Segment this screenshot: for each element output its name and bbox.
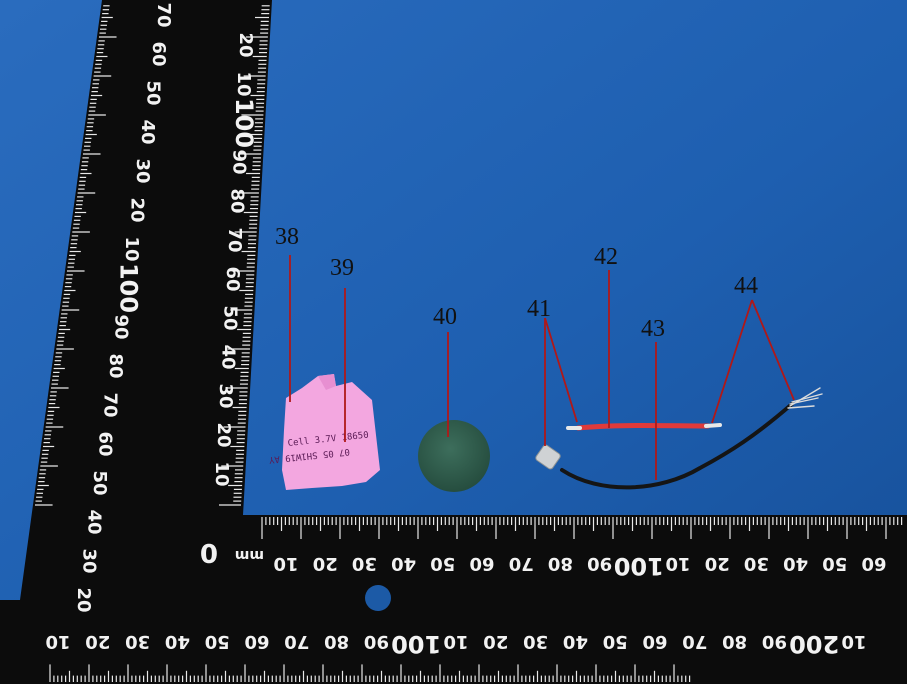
ruler-number: 100	[230, 98, 258, 148]
ruler-number: 60	[642, 631, 667, 652]
ruler-number: 60	[861, 553, 886, 574]
ruler-number: 30	[78, 548, 99, 573]
ruler-number: 30	[352, 553, 377, 574]
ruler-number: 90	[587, 553, 612, 574]
green-disc	[418, 420, 490, 492]
ruler-number: 10	[121, 236, 142, 261]
ruler-number: 10	[233, 71, 254, 96]
ruler-number: 30	[523, 631, 548, 652]
ruler-number: 10	[45, 631, 70, 652]
ruler-zero-label: 0	[200, 537, 218, 567]
ruler-number: 10	[841, 631, 866, 652]
ruler-number: 70	[100, 392, 121, 417]
red-wire-end-right	[704, 423, 722, 428]
ruler-number: 70	[224, 227, 245, 252]
ruler-number: 100	[391, 630, 441, 658]
ruler-number: 20	[85, 631, 110, 652]
ruler-number: 70	[153, 2, 174, 27]
ruler-number: 20	[126, 197, 147, 222]
ruler-number: 20	[705, 553, 730, 574]
label-42: 42	[594, 244, 618, 270]
black-wire	[560, 402, 794, 490]
red-wire	[575, 423, 711, 431]
ruler-number: 30	[132, 158, 153, 183]
ruler-number: 70	[284, 631, 309, 652]
ruler-number: 40	[217, 344, 238, 369]
ruler-number: 30	[125, 631, 150, 652]
ruler-number: 60	[244, 631, 269, 652]
frayed-strands	[787, 387, 823, 409]
ruler-number: 40	[783, 553, 808, 574]
label-38: 38	[275, 224, 299, 250]
ruler-number: 100	[115, 263, 143, 313]
ruler-number: 20	[483, 631, 508, 652]
ruler-number: 10	[273, 553, 298, 574]
ruler-number: 90	[229, 149, 250, 174]
ruler-number: 10	[443, 631, 468, 652]
ruler-number: 30	[744, 553, 769, 574]
ruler-number: 200	[789, 630, 839, 658]
ruler-number: 90	[364, 631, 389, 652]
ruler-number: 70	[682, 631, 707, 652]
ruler-number: 90	[762, 631, 787, 652]
ruler-number: 50	[142, 80, 163, 105]
ruler-number: 50	[205, 631, 230, 652]
label-41: 41	[527, 296, 551, 322]
ruler-number: 20	[73, 587, 94, 612]
ruler-number: 60	[148, 41, 169, 66]
ruler-number: 10	[211, 461, 232, 486]
ruler-number: 40	[165, 631, 190, 652]
ruler-number: 80	[722, 631, 747, 652]
ruler-number: 60	[469, 553, 494, 574]
connector-tab	[535, 444, 561, 470]
annotation-lines	[289, 255, 795, 480]
ruler-number: 40	[563, 631, 588, 652]
ruler-number: 20	[313, 553, 338, 574]
ruler-number: 40	[391, 553, 416, 574]
ruler-number: 20	[213, 422, 234, 447]
ruler-number: 40	[84, 509, 105, 534]
ruler-number: 90	[110, 314, 131, 339]
ruler-number: 60	[94, 431, 115, 456]
ruler-number: 80	[226, 188, 247, 213]
ruler-hole	[365, 585, 391, 611]
ruler-unit-label: mm	[235, 547, 264, 563]
ruler-number: 10	[665, 553, 690, 574]
label-44: 44	[734, 273, 758, 299]
label-40: 40	[433, 304, 457, 330]
ruler-number: 50	[89, 470, 110, 495]
ruler-number: 40	[137, 119, 158, 144]
label-43: 43	[641, 316, 665, 342]
label-39: 39	[330, 255, 354, 281]
ruler-number: 50	[603, 631, 628, 652]
ruler-number: 80	[324, 631, 349, 652]
wire-assembly	[535, 387, 823, 490]
ruler-number: 100	[614, 552, 664, 580]
ruler-number: 70	[509, 553, 534, 574]
ruler-number: 50	[220, 305, 241, 330]
ruler-number: 50	[822, 553, 847, 574]
pink-tag: Cell 3.7V 18650 07 05 SH1W19 AY	[268, 374, 380, 490]
ruler-number: 60	[222, 266, 243, 291]
ruler-number: 80	[548, 553, 573, 574]
ruler-ticks	[34, 5, 903, 682]
ruler-number: 50	[430, 553, 455, 574]
ruler-number: 80	[105, 353, 126, 378]
ruler-number: 30	[215, 383, 236, 408]
ruler-number: 20	[235, 32, 256, 57]
